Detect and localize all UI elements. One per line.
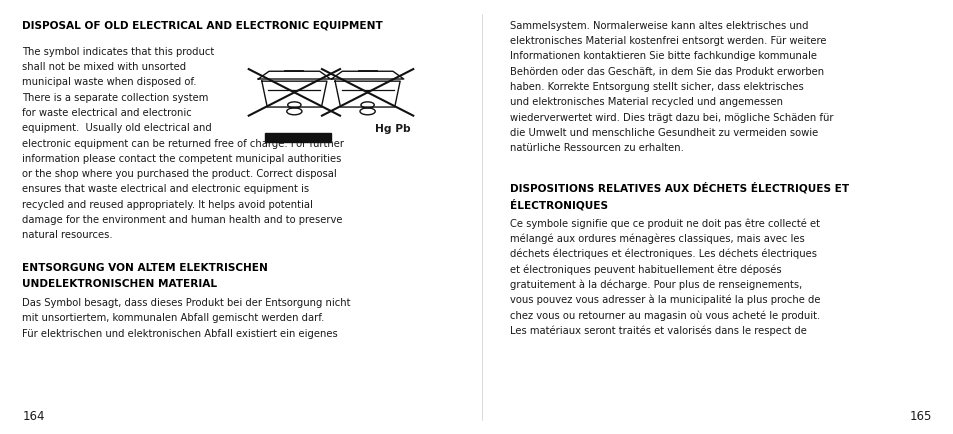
Bar bbox=[265, 133, 331, 142]
Text: die Umwelt und menschliche Gesundheit zu vermeiden sowie: die Umwelt und menschliche Gesundheit zu… bbox=[510, 128, 818, 138]
Text: damage for the environment and human health and to preserve: damage for the environment and human hea… bbox=[22, 215, 342, 225]
Text: recycled and reused appropriately. It helps avoid potential: recycled and reused appropriately. It he… bbox=[22, 200, 313, 210]
Text: wiederverwertet wird. Dies trägt dazu bei, mögliche Schäden für: wiederverwertet wird. Dies trägt dazu be… bbox=[510, 113, 833, 123]
Text: DISPOSAL OF OLD ELECTRICAL AND ELECTRONIC EQUIPMENT: DISPOSAL OF OLD ELECTRICAL AND ELECTRONI… bbox=[22, 21, 383, 31]
Text: information please contact the competent municipal authorities: information please contact the competent… bbox=[22, 154, 341, 164]
Text: Ce symbole signifie que ce produit ne doit pas être collecté et: Ce symbole signifie que ce produit ne do… bbox=[510, 218, 820, 229]
Text: vous pouvez vous adresser à la municipalité la plus proche de: vous pouvez vous adresser à la municipal… bbox=[510, 295, 820, 305]
Text: chez vous ou retourner au magasin où vous acheté le produit.: chez vous ou retourner au magasin où vou… bbox=[510, 310, 820, 321]
Text: shall not be mixed with unsorted: shall not be mixed with unsorted bbox=[22, 62, 186, 72]
Text: mélangé aux ordures ménagères classiques, mais avec les: mélangé aux ordures ménagères classiques… bbox=[510, 233, 804, 244]
Text: Hg Pb: Hg Pb bbox=[375, 124, 411, 134]
Text: DISPOSITIONS RELATIVES AUX DÉCHETS ÉLECTRIQUES ET: DISPOSITIONS RELATIVES AUX DÉCHETS ÉLECT… bbox=[510, 182, 848, 194]
Text: haben. Korrekte Entsorgung stellt sicher, dass elektrisches: haben. Korrekte Entsorgung stellt sicher… bbox=[510, 82, 803, 92]
Text: elektronisches Material kostenfrei entsorgt werden. Für weitere: elektronisches Material kostenfrei entso… bbox=[510, 36, 826, 46]
Text: Für elektrischen und elektronischen Abfall existiert ein eigenes: Für elektrischen und elektronischen Abfa… bbox=[22, 329, 337, 339]
Text: mit unsortiertem, kommunalen Abfall gemischt werden darf.: mit unsortiertem, kommunalen Abfall gemi… bbox=[22, 313, 324, 323]
Text: 164: 164 bbox=[22, 410, 45, 423]
Text: for waste electrical and electronic: for waste electrical and electronic bbox=[22, 108, 192, 118]
Text: 165: 165 bbox=[908, 410, 931, 423]
Text: Sammelsystem. Normalerweise kann altes elektrisches und: Sammelsystem. Normalerweise kann altes e… bbox=[510, 21, 808, 31]
Text: et électroniques peuvent habituellement être déposés: et électroniques peuvent habituellement … bbox=[510, 264, 781, 275]
Text: There is a separate collection system: There is a separate collection system bbox=[22, 92, 209, 102]
Text: ENTSORGUNG VON ALTEM ELEKTRISCHEN: ENTSORGUNG VON ALTEM ELEKTRISCHEN bbox=[22, 263, 268, 273]
Text: Les matériaux seront traités et valorisés dans le respect de: Les matériaux seront traités et valorisé… bbox=[510, 326, 806, 336]
Text: UNDELEKTRONISCHEN MATERIAL: UNDELEKTRONISCHEN MATERIAL bbox=[22, 279, 217, 289]
Text: natural resources.: natural resources. bbox=[22, 230, 112, 240]
Text: equipment.  Usually old electrical and: equipment. Usually old electrical and bbox=[22, 123, 212, 133]
Text: natürliche Ressourcen zu erhalten.: natürliche Ressourcen zu erhalten. bbox=[510, 143, 683, 153]
Text: Behörden oder das Geschäft, in dem Sie das Produkt erworben: Behörden oder das Geschäft, in dem Sie d… bbox=[510, 67, 823, 77]
Text: déchets électriques et électroniques. Les déchets électriques: déchets électriques et électroniques. Le… bbox=[510, 249, 817, 260]
Text: electronic equipment can be returned free of charge. For further: electronic equipment can be returned fre… bbox=[22, 138, 344, 148]
Text: Informationen kontaktieren Sie bitte fachkundige kommunale: Informationen kontaktieren Sie bitte fac… bbox=[510, 51, 817, 61]
Text: und elektronisches Material recycled und angemessen: und elektronisches Material recycled und… bbox=[510, 97, 782, 107]
Text: ensures that waste electrical and electronic equipment is: ensures that waste electrical and electr… bbox=[22, 184, 309, 194]
Text: municipal waste when disposed of.: municipal waste when disposed of. bbox=[22, 77, 196, 87]
Text: ÉLECTRONIQUES: ÉLECTRONIQUES bbox=[510, 199, 608, 210]
Text: The symbol indicates that this product: The symbol indicates that this product bbox=[22, 47, 214, 57]
Text: Das Symbol besagt, dass dieses Produkt bei der Entsorgung nicht: Das Symbol besagt, dass dieses Produkt b… bbox=[22, 298, 351, 308]
Text: gratuitement à la décharge. Pour plus de renseignements,: gratuitement à la décharge. Pour plus de… bbox=[510, 279, 801, 290]
Text: or the shop where you purchased the product. Correct disposal: or the shop where you purchased the prod… bbox=[22, 169, 336, 179]
